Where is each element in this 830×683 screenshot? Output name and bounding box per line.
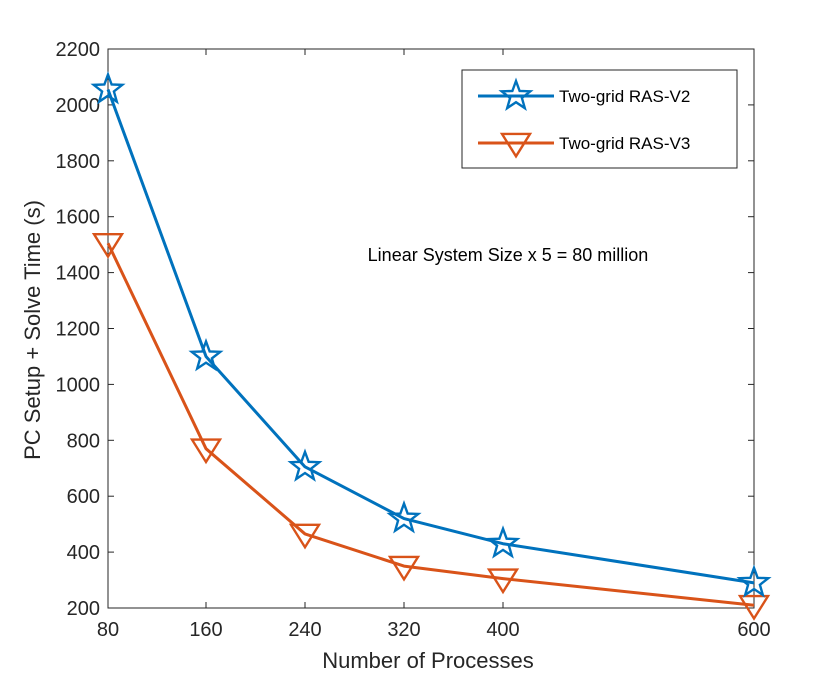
legend-entry: Two-grid RAS-V3: [478, 132, 690, 159]
x-tick-label: 600: [737, 619, 770, 641]
down-triangle-data-point-icon: [189, 438, 223, 465]
y-tick-label: 400: [67, 542, 100, 564]
legend: Two-grid RAS-V2 Two-grid RAS-V3: [461, 69, 738, 169]
down-triangle-data-point-icon: [387, 555, 421, 582]
y-tick-label: 200: [67, 598, 100, 620]
star-data-point-icon: [485, 525, 521, 559]
series-two-grid-ras-v3: [91, 232, 771, 621]
y-tick-label: 600: [67, 486, 100, 508]
series-two-grid-ras-v2: [90, 71, 772, 598]
axis-ticks: 200 400 600 800 1000 1200 1400 1600 1800 2000 2200…: [56, 39, 771, 641]
legend-items: Two-grid RAS-V2 Two-grid RAS-V3: [478, 77, 690, 159]
star-icon: [498, 77, 534, 111]
star-data-point-icon: [736, 564, 772, 598]
down-triangle-icon: [499, 132, 533, 159]
series-line: [106, 89, 755, 585]
x-axis-label: Number of Processes: [322, 648, 534, 673]
down-triangle-data-point-icon: [288, 523, 322, 550]
x-tick-label: 160: [189, 619, 222, 641]
star-data-point-icon: [188, 337, 224, 372]
down-triangle-data-point-icon: [486, 568, 520, 595]
y-tick-label: 2200: [56, 39, 101, 61]
y-tick-label: 2000: [56, 95, 101, 117]
y-axis-label: PC Setup + Solve Time (s): [20, 200, 45, 460]
series-group: [90, 71, 772, 621]
y-tick-label: 1000: [56, 374, 101, 396]
star-data-point-icon: [90, 71, 126, 105]
x-tick-label: 240: [288, 619, 321, 641]
x-tick-label: 80: [97, 619, 119, 641]
y-tick-label: 1200: [56, 319, 101, 341]
down-triangle-data-point-icon: [737, 594, 771, 621]
legend-label: Two-grid RAS-V2: [559, 87, 690, 106]
y-tick-label: 1400: [56, 263, 101, 285]
y-tick-label: 1600: [56, 207, 101, 229]
y-tick-label: 800: [67, 430, 100, 452]
legend-label: Two-grid RAS-V3: [559, 134, 690, 153]
series-line: [106, 242, 755, 607]
x-tick-label: 320: [387, 619, 420, 641]
down-triangle-data-point-icon: [91, 232, 125, 259]
x-tick-label: 400: [486, 619, 519, 641]
star-data-point-icon: [287, 448, 323, 482]
chart-annotation: Linear System Size x 5 = 80 million: [368, 245, 649, 265]
legend-box: [461, 69, 738, 169]
star-data-point-icon: [386, 500, 422, 534]
y-tick-label: 1800: [56, 151, 101, 173]
legend-entry: Two-grid RAS-V2: [478, 77, 690, 111]
